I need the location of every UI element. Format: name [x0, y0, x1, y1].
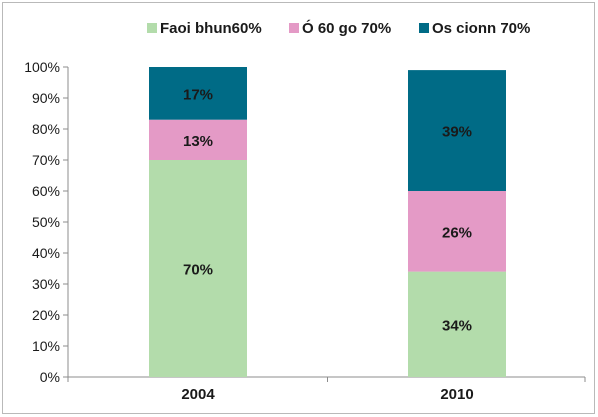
y-tick-label: 50%: [32, 214, 60, 230]
legend: Faoi bhun60% Ó 60 go 70% Os cionn 70%: [147, 19, 530, 37]
data-label: 26%: [442, 224, 472, 241]
y-tick-label: 60%: [32, 183, 60, 199]
bar-segment: [408, 271, 506, 377]
data-label: 34%: [442, 317, 472, 334]
bar-segment: [408, 191, 506, 272]
y-tick-label: 30%: [32, 276, 60, 292]
legend-label: Os cionn 70%: [432, 20, 530, 37]
bar-segment: [408, 70, 506, 191]
y-tick-label: 70%: [32, 152, 60, 168]
y-tick-label: 20%: [32, 307, 60, 323]
legend-swatch: [147, 23, 157, 33]
x-tick-label: 2004: [181, 386, 215, 403]
data-label: 39%: [442, 124, 472, 141]
y-axis: 0% 10% 20% 30% 40% 50% 60% 70% 80% 90% 100%: [24, 59, 69, 385]
y-tick-label: 90%: [32, 90, 60, 106]
legend-swatch: [419, 23, 429, 33]
legend-swatch: [289, 23, 299, 33]
x-tick-label: 2010: [440, 386, 473, 403]
bar-segment: [149, 160, 247, 377]
data-label: 70%: [183, 262, 213, 279]
legend-label: Ó 60 go 70%: [302, 19, 391, 37]
y-tick-label: 10%: [32, 338, 60, 354]
y-tick-label: 80%: [32, 121, 60, 137]
bar-segment: [149, 119, 247, 160]
x-axis: 2004 2010: [67, 376, 586, 403]
bars: [149, 67, 506, 377]
legend-label: Faoi bhun60%: [160, 20, 262, 37]
data-label: 13%: [183, 133, 213, 150]
y-tick-label: 40%: [32, 245, 60, 261]
data-labels: 70% 13% 17% 34% 26% 39%: [183, 86, 472, 334]
bar-segment: [149, 67, 247, 120]
y-tick-label: 0%: [40, 369, 60, 385]
y-tick-label: 100%: [24, 59, 60, 75]
data-label: 17%: [183, 86, 213, 103]
